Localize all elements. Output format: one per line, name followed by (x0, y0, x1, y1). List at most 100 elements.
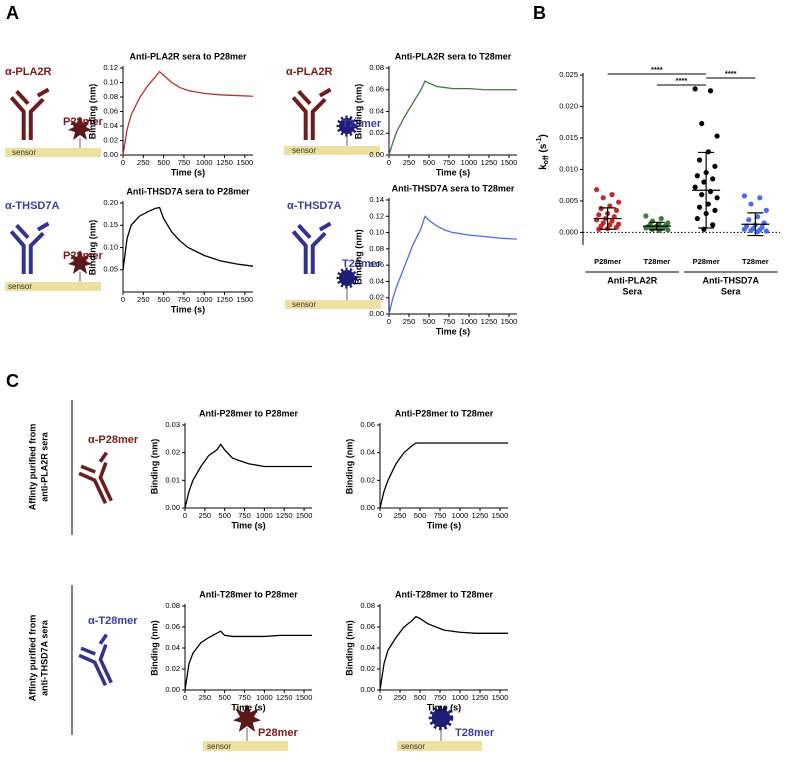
binding-curve (379, 615, 508, 691)
cartoon-label: T28mer (342, 258, 382, 270)
x-tick-label: 250 (199, 693, 212, 702)
side-label: anti-THSD7A sera (39, 619, 49, 696)
data-point (705, 201, 711, 207)
y-tick-label: 0.04 (103, 121, 118, 130)
chart-title: Anti-T28mer to P28mer (199, 589, 298, 599)
x-tick-label: 1000 (461, 158, 478, 167)
chart-title: Anti-P28mer to T28mer (395, 408, 494, 418)
data-point (741, 226, 747, 232)
data-point (692, 86, 698, 92)
cartoon-label: sensor (292, 146, 316, 155)
x-tick-label: 1500 (501, 158, 518, 167)
y-tick-label: 0.00 (165, 685, 180, 694)
x-tick-label: P28mer (594, 257, 621, 266)
x-tick-label: 1250 (481, 158, 498, 167)
y-tick-label: 0.00 (369, 309, 384, 318)
group-label: Sera (622, 286, 643, 296)
y-axis-label: Binding (nm) (344, 620, 354, 676)
panel-label: A (6, 3, 19, 23)
cartoon-label: α-P28mer (88, 434, 139, 446)
x-tick-label: 1500 (501, 317, 518, 326)
x-axis-label: Time (s) (171, 167, 205, 177)
y-tick-label: 0.10 (103, 242, 118, 251)
y-tick-label: 0.02 (165, 448, 180, 457)
group-label: Sera (721, 286, 742, 296)
y-tick-label: 0.04 (165, 643, 180, 652)
data-point (699, 120, 705, 127)
data-point (609, 218, 615, 224)
y-tick-label: 0.06 (369, 260, 384, 269)
panel-label: C (6, 371, 19, 391)
y-tick-label: 0.00 (165, 503, 180, 512)
y-tick-label: 0.00 (103, 150, 118, 159)
group-label: Anti-THSD7A (703, 275, 760, 285)
x-tick-label: 1000 (256, 511, 273, 520)
binding-curve (122, 70, 254, 156)
cartoon-label: P28mer (258, 727, 298, 739)
cartoon-label: sensor (401, 742, 425, 751)
y-tick-label: 0.15 (103, 220, 118, 229)
y-tick-label: 0.06 (369, 85, 384, 94)
data-point (613, 207, 620, 213)
data-point (712, 163, 718, 169)
data-point (692, 184, 698, 190)
y-tick-label: 0.20 (103, 198, 118, 207)
data-point (600, 195, 606, 201)
data-point (699, 192, 705, 198)
y-tick-label: 0.08 (360, 601, 375, 610)
x-tick-label: 750 (178, 295, 191, 304)
x-tick-label: 500 (157, 158, 170, 167)
y-tick-label: 0.03 (165, 420, 180, 429)
cartoon-label: α-T28mer (88, 615, 138, 627)
antibody-icon (11, 90, 48, 140)
sensor-bar (284, 146, 380, 155)
y-tick-label: 0.06 (165, 622, 180, 631)
x-axis-label: Time (s) (436, 326, 470, 336)
antibody-icon (293, 224, 330, 274)
x-tick-label: 500 (157, 295, 170, 304)
x-tick-label: 500 (414, 511, 427, 520)
y-axis-label-part: k (538, 164, 549, 170)
y-axis-label: Binding (nm) (87, 220, 97, 276)
y-axis-label: Binding (nm) (353, 84, 363, 140)
x-tick-label: 0 (387, 158, 391, 167)
x-tick-label: 500 (414, 693, 427, 702)
x-tick-label: 1250 (481, 317, 498, 326)
y-tick-label: 0.14 (369, 195, 384, 204)
chart-title: Anti-T28mer to T28mer (395, 589, 494, 599)
data-point (710, 176, 716, 182)
y-tick-label: 0.01 (165, 475, 180, 484)
x-tick-label: 0 (183, 511, 187, 520)
data-point (694, 215, 700, 222)
x-tick-label: T28mer (644, 257, 671, 266)
data-point (707, 88, 714, 94)
x-tick-label: 750 (443, 317, 456, 326)
x-axis-label: Time (s) (231, 702, 265, 712)
antibody-icon (11, 224, 48, 274)
y-tick-label: 0.12 (103, 63, 118, 72)
data-point (754, 229, 761, 235)
chart-title: Anti-THSD7A sera to T28mer (392, 183, 515, 193)
data-point (616, 199, 622, 205)
cartoon-label: P28mer (63, 116, 103, 128)
x-axis-label: Time (s) (427, 702, 461, 712)
y-tick-label: 0.00 (360, 503, 375, 512)
cartoon-label: T28mer (455, 727, 495, 739)
x-tick-label: 1250 (216, 295, 233, 304)
sensor-bar (203, 741, 288, 751)
y-tick-label: 0.010 (559, 164, 578, 173)
y-tick-label: 0.10 (103, 77, 118, 86)
antibody-icon (76, 453, 126, 509)
binding-curve (122, 206, 254, 270)
x-tick-label: 250 (394, 693, 407, 702)
x-tick-label: 1000 (196, 158, 213, 167)
sensor-bar (5, 148, 101, 157)
y-tick-label: 0.02 (360, 664, 375, 673)
x-axis-label: Time (s) (427, 520, 461, 530)
chart-title: Anti-P28mer to P28mer (199, 408, 299, 418)
y-tick-label: 0.005 (559, 196, 578, 205)
y-axis-label: koff (s-1) (536, 134, 550, 170)
data-point (596, 212, 602, 218)
x-tick-label: 500 (218, 511, 231, 520)
y-tick-label: 0.12 (369, 211, 384, 220)
